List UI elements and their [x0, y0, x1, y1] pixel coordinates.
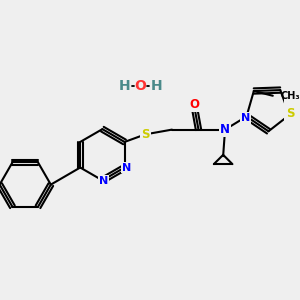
Text: H: H [118, 79, 130, 92]
Text: O: O [190, 98, 200, 112]
Text: N: N [122, 163, 131, 172]
Text: S: S [141, 128, 150, 141]
Text: N: N [241, 113, 250, 123]
Text: H: H [151, 79, 162, 92]
Text: O: O [134, 79, 146, 92]
Text: CH₃: CH₃ [280, 91, 300, 101]
Text: N: N [220, 123, 230, 136]
Text: N: N [99, 176, 108, 186]
Text: S: S [286, 106, 295, 120]
